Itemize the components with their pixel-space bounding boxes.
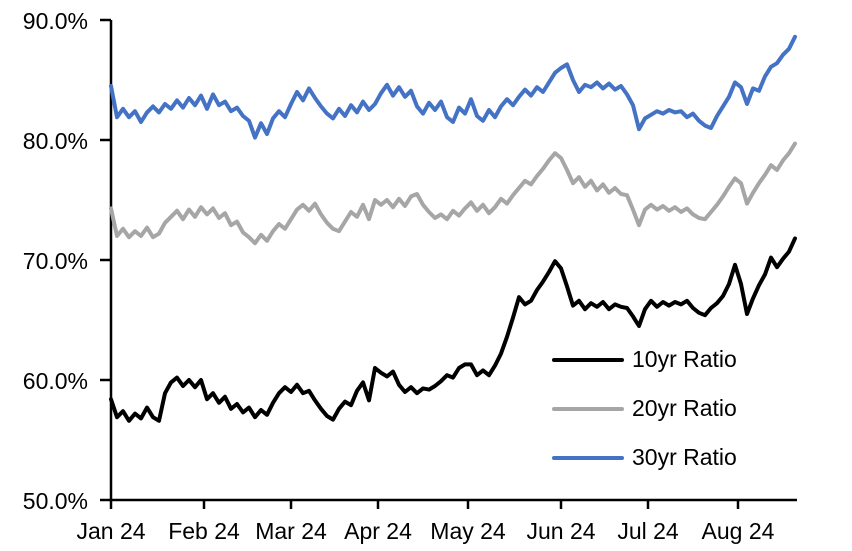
x-tick-label: Jan 24 xyxy=(76,518,145,544)
legend-label: 10yr Ratio xyxy=(632,346,737,372)
x-tick-label: Aug 24 xyxy=(702,518,775,544)
y-tick-label: 70.0% xyxy=(23,248,88,274)
x-tick-label: Jun 24 xyxy=(526,518,595,544)
legend-item-30yr: 30yr Ratio xyxy=(552,433,737,482)
legend-line-swatch-10yr xyxy=(552,357,624,362)
legend-line-swatch-20yr xyxy=(552,406,624,411)
x-tick-label: Mar 24 xyxy=(255,518,327,544)
y-tick-label: 80.0% xyxy=(23,128,88,154)
legend-item-10yr: 10yr Ratio xyxy=(552,335,737,384)
legend-label: 30yr Ratio xyxy=(632,444,737,470)
x-tick-label: May 24 xyxy=(430,518,506,544)
x-tick-label: Jul 24 xyxy=(617,518,679,544)
series-line-20yr-ratio xyxy=(109,141,797,246)
y-tick-label: 90.0% xyxy=(23,8,88,34)
series-line-10yr-ratio xyxy=(109,236,797,423)
y-tick-label: 50.0% xyxy=(23,488,88,514)
x-tick-label: Feb 24 xyxy=(168,518,240,544)
legend-line-swatch-30yr xyxy=(552,455,624,460)
legend-item-20yr: 20yr Ratio xyxy=(552,384,737,433)
y-tick-label: 60.0% xyxy=(23,368,88,394)
chart-legend: 10yr Ratio 20yr Ratio 30yr Ratio xyxy=(552,335,737,482)
series-line-30yr-ratio xyxy=(109,34,797,140)
legend-label: 20yr Ratio xyxy=(632,395,737,421)
x-tick-label: Apr 24 xyxy=(344,518,412,544)
